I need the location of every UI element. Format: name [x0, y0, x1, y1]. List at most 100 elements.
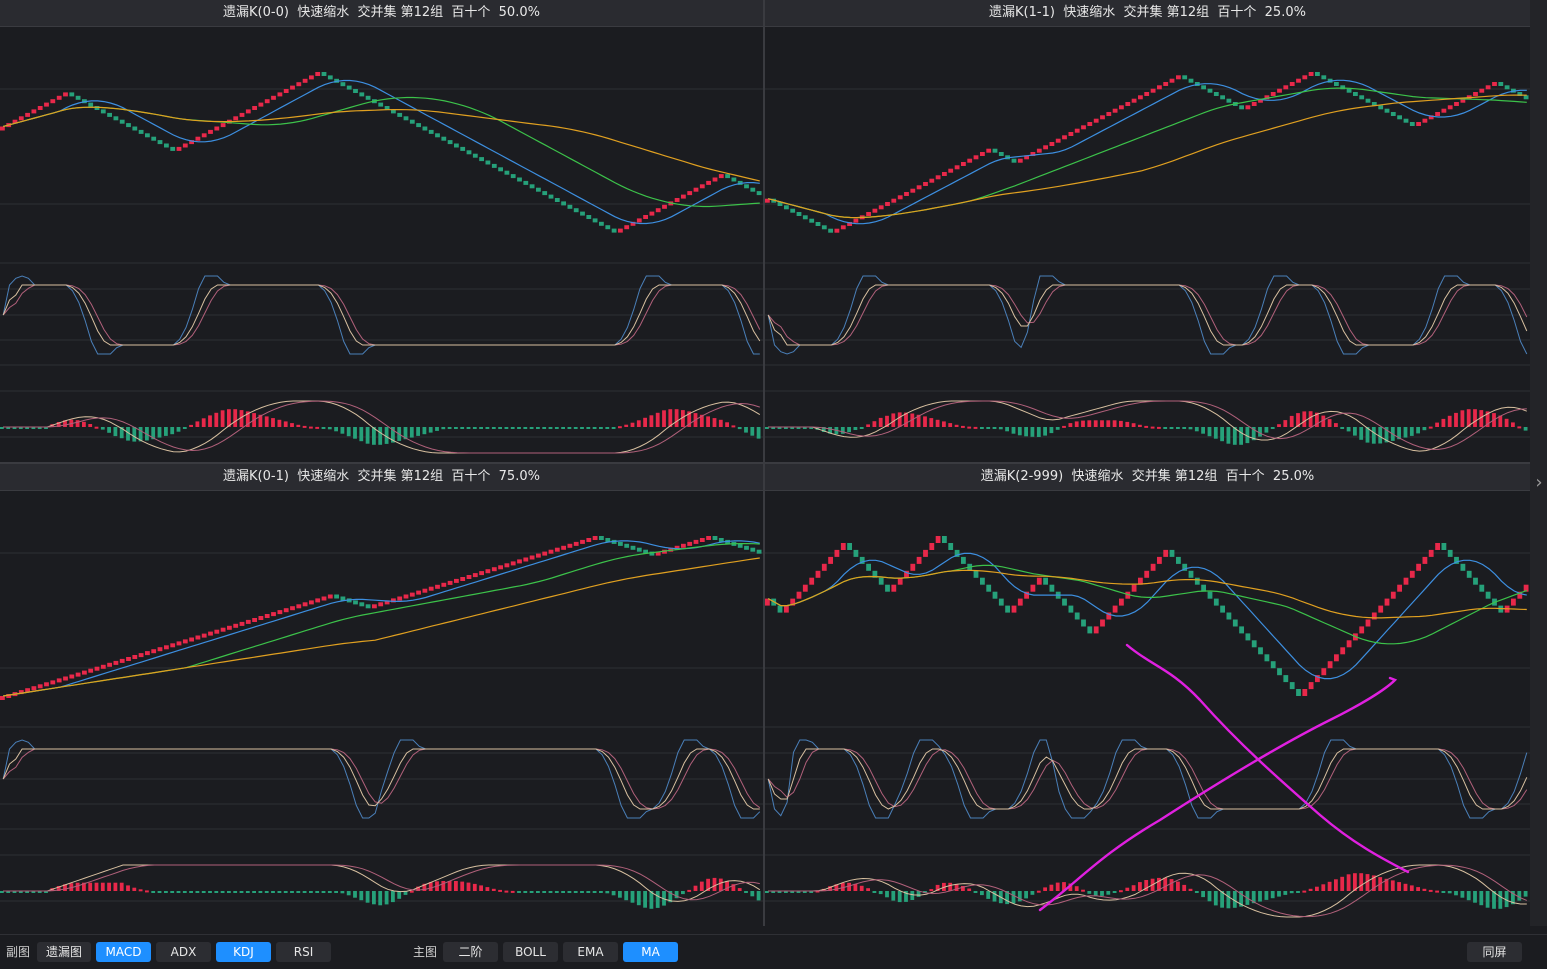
candle — [954, 165, 960, 170]
candle — [220, 123, 226, 128]
candle — [340, 596, 346, 601]
chart-panel-1-1[interactable]: 遗漏K(1-1) 快速缩水 交并集 第12组 百十个 25.0% — [765, 0, 1530, 462]
sub-btn-macd[interactable]: MACD — [96, 942, 151, 962]
macd-bar — [1504, 891, 1509, 908]
macd-bar — [643, 891, 647, 908]
candle — [1283, 675, 1289, 683]
kdj-line — [767, 284, 1528, 346]
sub-btn-kdj[interactable]: KDJ — [216, 942, 271, 962]
macd-bar — [840, 427, 845, 434]
candle — [1201, 85, 1206, 90]
candle — [992, 591, 998, 599]
candle — [1081, 125, 1086, 130]
candle — [790, 598, 796, 606]
macd-bar — [904, 412, 908, 427]
macd-bar — [1409, 427, 1414, 436]
chart-panel-0-1[interactable]: 遗漏K(0-1) 快速缩水 交并集 第12组 百十个 75.0% — [0, 464, 763, 926]
candle — [834, 549, 840, 557]
chart-canvas[interactable] — [0, 491, 763, 926]
main-btn-ema[interactable]: EMA — [563, 942, 618, 962]
macd-bar — [529, 891, 534, 893]
sub-btn-missing-chart[interactable]: 遗漏图 — [37, 942, 91, 962]
candle — [107, 112, 112, 117]
macd-bar — [1245, 427, 1250, 444]
candle — [1163, 82, 1169, 86]
macd-bar — [1049, 427, 1054, 434]
ma-line — [767, 569, 1527, 619]
candle — [1346, 640, 1352, 648]
candle — [687, 191, 693, 196]
macd-bar — [1479, 891, 1484, 906]
macd-bar — [1176, 427, 1180, 429]
macd-bar — [18, 891, 23, 893]
sub-btn-adx[interactable]: ADX — [156, 942, 211, 962]
macd-bar — [107, 427, 111, 433]
horizontal-divider[interactable] — [0, 462, 1530, 464]
candle — [138, 653, 144, 658]
candle — [100, 109, 106, 114]
macd-bar — [885, 415, 889, 427]
macd-bar — [1327, 881, 1332, 891]
main-btn-ma[interactable]: MA — [623, 942, 678, 962]
macd-bar — [961, 425, 965, 428]
candle — [44, 682, 49, 687]
candle — [460, 577, 466, 581]
macd-bar — [1112, 420, 1117, 427]
macd-bar — [245, 411, 250, 427]
macd-bar — [599, 891, 603, 893]
macd-bar — [113, 427, 118, 437]
sync-screen-button[interactable]: 同屏 — [1467, 942, 1522, 962]
candles — [765, 536, 1529, 696]
candle — [37, 684, 43, 689]
candle — [309, 600, 314, 605]
macd-bar — [100, 427, 105, 430]
candle — [1207, 88, 1213, 93]
candle — [878, 205, 884, 210]
macd-dea-line — [3, 400, 760, 454]
candle — [802, 215, 808, 220]
macd-bar — [37, 427, 42, 429]
macd-bar — [580, 891, 584, 893]
candle — [693, 539, 699, 544]
main-btn-second-order[interactable]: 二阶 — [443, 942, 498, 962]
candle — [662, 204, 667, 209]
candle — [706, 536, 711, 540]
candle — [0, 126, 5, 131]
candle — [1390, 591, 1396, 599]
candle — [1100, 619, 1105, 627]
macd-bar — [796, 427, 801, 429]
candle — [428, 586, 434, 591]
candle — [910, 188, 916, 193]
macd-bar — [1226, 891, 1231, 909]
candle — [214, 629, 220, 634]
macd-bar — [1473, 409, 1477, 427]
candle — [750, 547, 756, 552]
chart-canvas[interactable] — [0, 27, 763, 462]
macd-bar — [1138, 882, 1142, 891]
macd-bar — [821, 427, 826, 432]
macd-bar — [1138, 424, 1142, 427]
chart-canvas[interactable] — [765, 491, 1530, 926]
candle — [840, 225, 846, 230]
main-btn-boll[interactable]: BOLL — [503, 942, 558, 962]
macd-bar — [397, 891, 402, 899]
macd-bar — [1504, 418, 1509, 427]
candle — [744, 184, 749, 189]
macd-bar — [1397, 882, 1401, 891]
macd-bar — [1125, 421, 1130, 427]
candle — [63, 92, 68, 97]
candle — [517, 177, 522, 182]
chart-canvas[interactable] — [765, 27, 1530, 462]
candle — [916, 556, 922, 564]
candle — [1441, 543, 1447, 550]
chevron-right-icon[interactable]: › — [1535, 472, 1543, 493]
candle — [271, 612, 276, 617]
chart-panel-2-999[interactable]: 遗漏K(2-999) 快速缩水 交并集 第12组 百十个 25.0% — [765, 464, 1530, 926]
candle — [643, 215, 648, 219]
sub-btn-rsi[interactable]: RSI — [276, 942, 331, 962]
candle — [1030, 152, 1036, 156]
candle — [1043, 145, 1048, 150]
macd-bar — [592, 891, 597, 893]
chart-panel-0-0[interactable]: 遗漏K(0-0) 快速缩水 交并集 第12组 百十个 50.0% — [0, 0, 763, 462]
macd-bar — [618, 891, 622, 898]
